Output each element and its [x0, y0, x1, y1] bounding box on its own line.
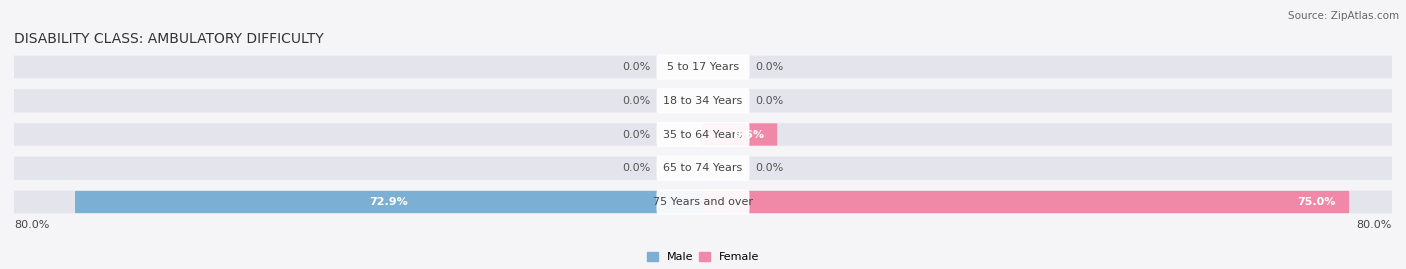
- Text: 80.0%: 80.0%: [14, 220, 49, 229]
- FancyBboxPatch shape: [14, 157, 703, 179]
- Text: 0.0%: 0.0%: [623, 129, 651, 140]
- FancyBboxPatch shape: [14, 123, 703, 146]
- FancyBboxPatch shape: [657, 189, 749, 215]
- FancyBboxPatch shape: [14, 123, 1392, 146]
- Text: 0.0%: 0.0%: [755, 62, 783, 72]
- FancyBboxPatch shape: [657, 156, 749, 181]
- FancyBboxPatch shape: [703, 191, 1392, 213]
- Text: 65 to 74 Years: 65 to 74 Years: [664, 163, 742, 173]
- FancyBboxPatch shape: [703, 157, 1392, 179]
- FancyBboxPatch shape: [14, 157, 1392, 180]
- FancyBboxPatch shape: [14, 56, 703, 78]
- FancyBboxPatch shape: [657, 88, 749, 113]
- FancyBboxPatch shape: [75, 191, 703, 213]
- FancyBboxPatch shape: [14, 89, 1392, 112]
- Text: 8.6%: 8.6%: [733, 129, 763, 140]
- Text: DISABILITY CLASS: AMBULATORY DIFFICULTY: DISABILITY CLASS: AMBULATORY DIFFICULTY: [14, 32, 323, 46]
- Text: 75.0%: 75.0%: [1298, 197, 1336, 207]
- FancyBboxPatch shape: [703, 56, 1392, 78]
- Text: 18 to 34 Years: 18 to 34 Years: [664, 96, 742, 106]
- Text: 0.0%: 0.0%: [755, 163, 783, 173]
- FancyBboxPatch shape: [14, 55, 1392, 79]
- Text: 75 Years and over: 75 Years and over: [652, 197, 754, 207]
- Text: 0.0%: 0.0%: [623, 62, 651, 72]
- Text: 35 to 64 Years: 35 to 64 Years: [664, 129, 742, 140]
- FancyBboxPatch shape: [14, 191, 703, 213]
- Text: Source: ZipAtlas.com: Source: ZipAtlas.com: [1288, 11, 1399, 21]
- FancyBboxPatch shape: [14, 90, 703, 112]
- FancyBboxPatch shape: [703, 191, 1348, 213]
- FancyBboxPatch shape: [703, 123, 778, 146]
- Legend: Male, Female: Male, Female: [643, 247, 763, 267]
- FancyBboxPatch shape: [703, 123, 1392, 146]
- Text: 80.0%: 80.0%: [1357, 220, 1392, 229]
- Text: 0.0%: 0.0%: [623, 163, 651, 173]
- FancyBboxPatch shape: [14, 190, 1392, 214]
- FancyBboxPatch shape: [657, 122, 749, 147]
- FancyBboxPatch shape: [657, 54, 749, 80]
- FancyBboxPatch shape: [703, 90, 1392, 112]
- Text: 72.9%: 72.9%: [370, 197, 409, 207]
- Text: 0.0%: 0.0%: [623, 96, 651, 106]
- Text: 0.0%: 0.0%: [755, 96, 783, 106]
- Text: 5 to 17 Years: 5 to 17 Years: [666, 62, 740, 72]
